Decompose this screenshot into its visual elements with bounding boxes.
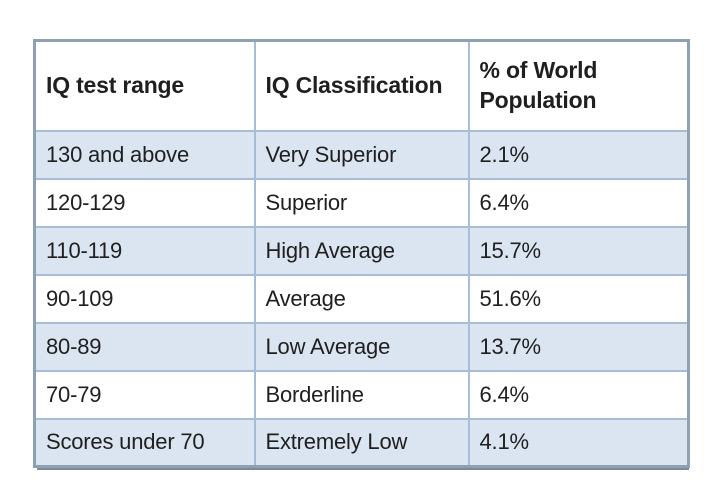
table-row: 130 and above Very Superior 2.1% <box>33 129 690 180</box>
table-cell-range: 70-79 <box>33 369 256 420</box>
table-cell-classification: Extremely Low <box>253 417 470 468</box>
table-row: Scores under 70 Extremely Low 4.1% <box>33 417 690 468</box>
column-header-iq-classification: IQ Classification <box>253 39 470 132</box>
table-cell-percent: 13.7% <box>467 321 690 372</box>
table-cell-classification: Very Superior <box>253 129 470 180</box>
data-table: IQ test range IQ Classification % of Wor… <box>33 39 690 468</box>
table-cell-percent: 6.4% <box>467 177 690 228</box>
table-cell-range: 80-89 <box>33 321 256 372</box>
table-cell-percent: 6.4% <box>467 369 690 420</box>
table-cell-percent: 15.7% <box>467 225 690 276</box>
column-header-iq-test-range: IQ test range <box>33 39 256 132</box>
table-cell-classification: Borderline <box>253 369 470 420</box>
table-cell-percent: 51.6% <box>467 273 690 324</box>
table-cell-percent: 2.1% <box>467 129 690 180</box>
table-cell-classification: Average <box>253 273 470 324</box>
table-cell-range: 90-109 <box>33 273 256 324</box>
table-cell-range: 120-129 <box>33 177 256 228</box>
header-row: IQ test range IQ Classification % of Wor… <box>33 39 690 132</box>
iq-classification-table: IQ test range IQ Classification % of Wor… <box>33 39 690 468</box>
table-cell-range: 110-119 <box>33 225 256 276</box>
table-row: 120-129 Superior 6.4% <box>33 177 690 228</box>
table-cell-classification: Low Average <box>253 321 470 372</box>
table-row: 110-119 High Average 15.7% <box>33 225 690 276</box>
table-cell-classification: Superior <box>253 177 470 228</box>
table-cell-percent: 4.1% <box>467 417 690 468</box>
table-cell-classification: High Average <box>253 225 470 276</box>
table-row: 80-89 Low Average 13.7% <box>33 321 690 372</box>
table-row: 90-109 Average 51.6% <box>33 273 690 324</box>
column-header-world-population: % of World Population <box>467 39 690 132</box>
table-row: 70-79 Borderline 6.4% <box>33 369 690 420</box>
table-cell-range: Scores under 70 <box>33 417 256 468</box>
table-cell-range: 130 and above <box>33 129 256 180</box>
